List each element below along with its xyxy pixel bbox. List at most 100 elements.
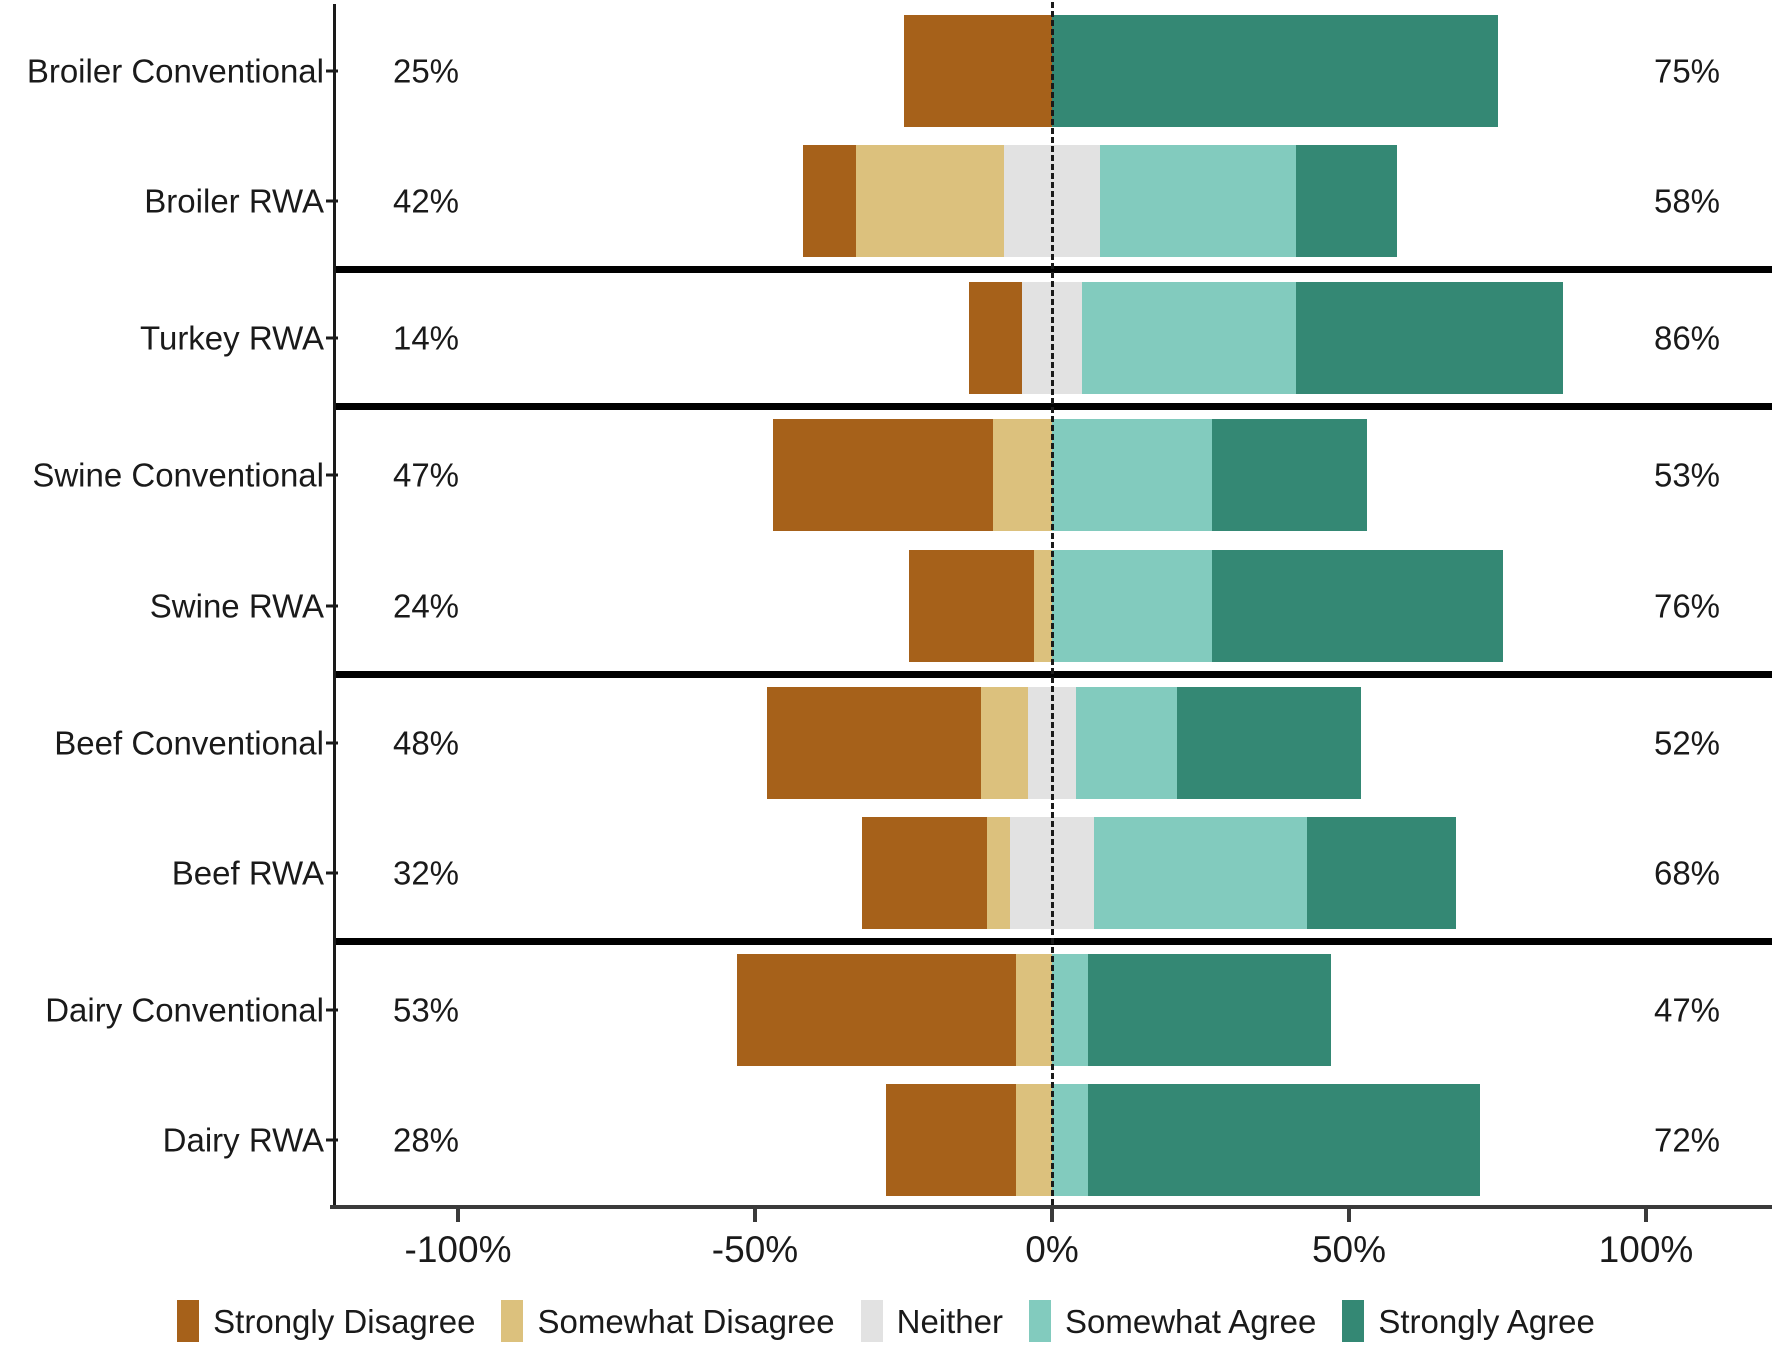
right-total-label: 58% [1653, 182, 1721, 220]
category-label: Beef Conventional [54, 724, 324, 762]
bar-segment-somewhat-agree [1051, 953, 1088, 1066]
bar-segment-strongly-agree [1307, 816, 1456, 929]
x-axis-tick [753, 1209, 757, 1222]
right-total-label: 52% [1653, 724, 1721, 762]
bar-row [885, 1083, 1480, 1196]
bar-segment-somewhat-agree [1099, 145, 1296, 258]
left-total-label: 47% [392, 456, 460, 494]
bar-row [766, 686, 1361, 799]
left-total-label: 32% [392, 854, 460, 892]
bar-segment-strongly-disagree [968, 282, 1023, 395]
category-label: Broiler Conventional [26, 52, 324, 90]
right-total-label: 86% [1653, 319, 1721, 357]
bar-segment-somewhat-agree [1051, 1083, 1088, 1196]
x-axis-tick-label: -50% [711, 1229, 799, 1270]
x-axis-tick-label: 50% [1311, 1229, 1387, 1270]
left-total-label: 24% [392, 587, 460, 624]
legend-label: Strongly Disagree [213, 1302, 476, 1340]
legend-item: Somewhat Agree [1029, 1300, 1316, 1342]
x-axis-tick [1347, 1209, 1351, 1222]
bar-row [903, 15, 1498, 128]
left-total-label: 53% [392, 991, 460, 1029]
left-total-label: 14% [392, 319, 460, 357]
category-label: Dairy RWA [162, 1121, 324, 1159]
legend-label: Somewhat Agree [1065, 1302, 1317, 1340]
y-axis-tick [326, 1138, 338, 1142]
category-label: Turkey RWA [140, 319, 324, 357]
bar-segment-strongly-disagree [885, 1083, 1017, 1196]
legend-swatch-somewhat-disagree [501, 1300, 524, 1342]
bar-segment-strongly-disagree [772, 419, 993, 532]
bar-row [968, 282, 1563, 395]
legend-item: Neither [860, 1300, 1004, 1342]
y-axis-tick [326, 69, 338, 73]
bar-segment-somewhat-disagree [992, 419, 1052, 532]
bar-segment-somewhat-disagree [1034, 549, 1052, 662]
bar-segment-strongly-disagree [861, 816, 987, 929]
bar-segment-somewhat-disagree [986, 816, 1011, 929]
legend-swatch-somewhat-agree [1029, 1300, 1052, 1342]
x-axis-tick [456, 1209, 460, 1222]
bar-segment-strongly-disagree [909, 549, 1035, 662]
x-axis-line [330, 1205, 1772, 1209]
legend-label: Strongly Agree [1378, 1302, 1595, 1340]
bar-segment-somewhat-disagree [855, 145, 1005, 258]
legend-item: Strongly Agree [1342, 1300, 1595, 1342]
right-total-label: 76% [1653, 587, 1721, 624]
bar-segment-strongly-disagree [766, 686, 981, 799]
bar-segment-strongly-disagree [737, 953, 1017, 1066]
bar-segment-strongly-agree [1212, 419, 1367, 532]
right-total-label: 68% [1653, 854, 1721, 892]
category-label: Swine Conventional [32, 456, 324, 494]
bar-row [737, 953, 1332, 1066]
x-axis-tick-label: 0% [1025, 1229, 1079, 1270]
legend-item: Strongly Disagree [177, 1300, 475, 1342]
bar-row [772, 419, 1367, 532]
left-total-label: 42% [392, 182, 460, 220]
right-total-label: 53% [1653, 456, 1721, 494]
right-total-label: 75% [1653, 52, 1721, 90]
left-total-label: 48% [392, 724, 460, 762]
right-total-label: 47% [1653, 991, 1721, 1029]
y-axis-tick [326, 1008, 338, 1012]
bar-segment-somewhat-disagree [980, 686, 1029, 799]
legend-swatch-neither [860, 1300, 883, 1342]
bar-segment-strongly-agree [1087, 1083, 1480, 1196]
bar-segment-strongly-agree [1176, 686, 1361, 799]
right-total-label: 72% [1653, 1121, 1721, 1159]
legend: Strongly Disagree Somewhat Disagree Neithe… [0, 1296, 1772, 1346]
bar-row [909, 549, 1504, 662]
x-axis-tick [1050, 1209, 1054, 1222]
bar-segment-strongly-disagree [802, 145, 856, 258]
left-total-label: 25% [392, 52, 460, 90]
left-total-label: 28% [392, 1121, 460, 1159]
bar-row [861, 816, 1456, 929]
legend-swatch-strongly-agree [1342, 1300, 1365, 1342]
bar-segment-somewhat-agree [1075, 686, 1177, 799]
legend-label: Somewhat Disagree [537, 1302, 835, 1340]
bar-segment-strongly-agree [1295, 145, 1397, 258]
category-label: Dairy Conventional [45, 991, 324, 1029]
bar-segment-somewhat-agree [1051, 419, 1213, 532]
bar-segment-somewhat-agree [1093, 816, 1308, 929]
bar-segment-somewhat-agree [1081, 282, 1296, 395]
legend-item: Somewhat Disagree [501, 1300, 835, 1342]
bar-segment-strongly-disagree [903, 15, 1052, 128]
y-axis-tick [326, 604, 338, 607]
x-axis-tick [1644, 1209, 1648, 1222]
bar-segment-strongly-agree [1052, 15, 1498, 128]
legend-label: Neither [896, 1302, 1004, 1340]
category-label: Broiler RWA [144, 182, 324, 220]
bar-segment-strongly-agree [1212, 549, 1504, 662]
y-axis-tick [326, 741, 338, 745]
bar-segment-strongly-agree [1295, 282, 1563, 395]
bar-segment-somewhat-disagree [1016, 953, 1052, 1066]
x-axis-tick-label: 100% [1598, 1229, 1694, 1270]
category-label: Beef RWA [171, 854, 324, 892]
bar-segment-somewhat-agree [1051, 549, 1213, 662]
x-axis-tick-label: -100% [404, 1229, 512, 1270]
bar-segment-strongly-agree [1087, 953, 1332, 1066]
zero-reference-line [1051, 2, 1054, 1205]
category-label: Swine RWA [149, 587, 324, 624]
